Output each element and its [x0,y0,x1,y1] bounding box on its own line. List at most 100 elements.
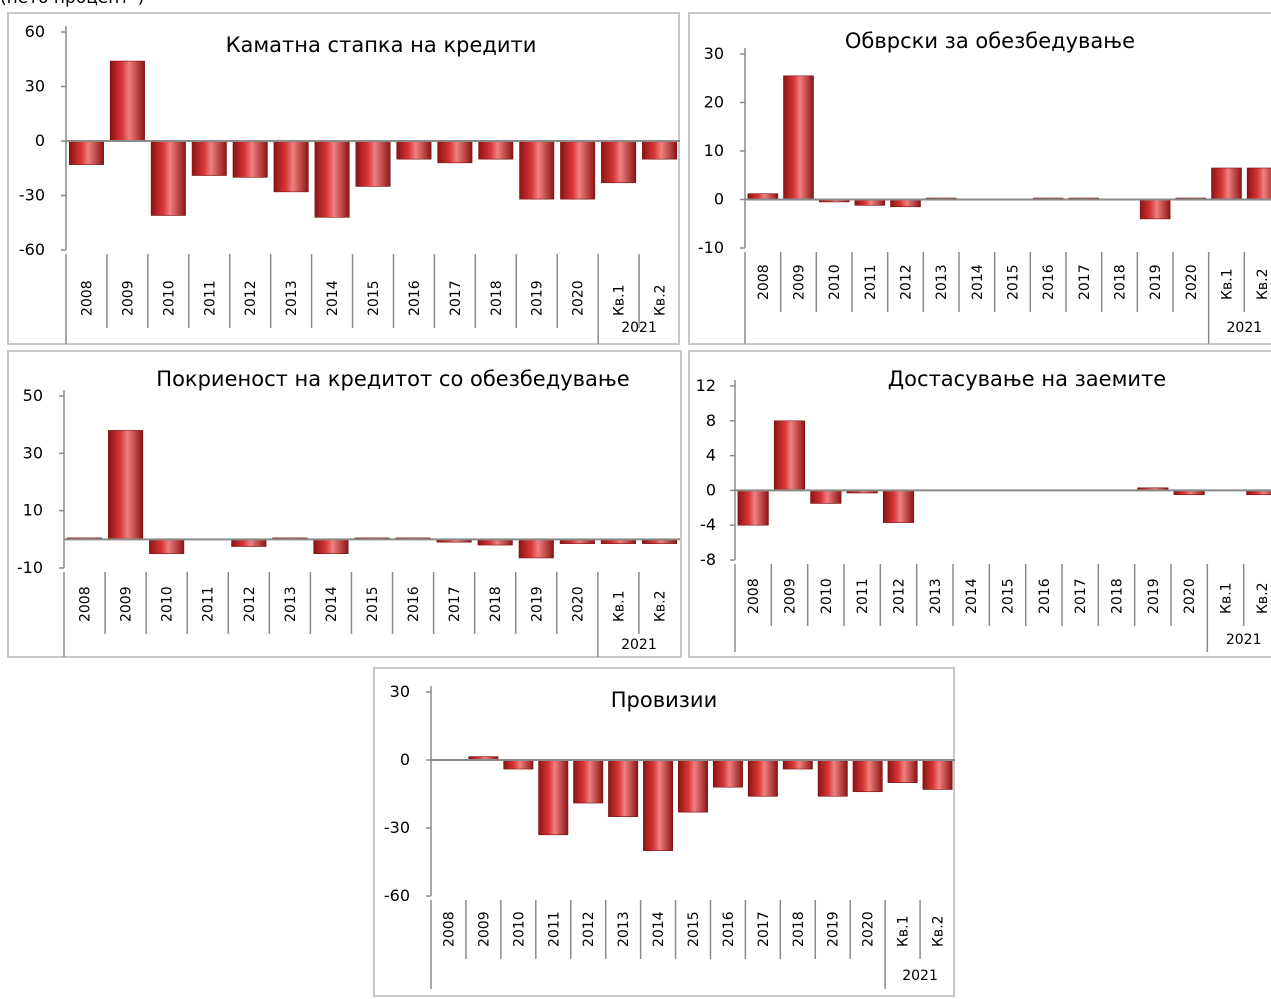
bar-2012 [890,199,921,208]
x-tick-label: 2014 [651,911,667,947]
x-tick-label: 2012 [243,280,259,316]
y-tick-label: 0 [35,131,45,150]
bar-Кв.2 [1246,167,1271,200]
y-tick-label: -30 [19,186,45,205]
bar-2018 [478,140,514,160]
bar-2009 [109,60,145,142]
x-tick-label: 2014 [325,280,341,316]
chart-panel-interest-rate: Каматна стапка на кредити 60 30 0 -30 -60 2008… [7,12,680,345]
x-tick-label: 2019 [530,280,546,316]
y-tick-label: -10 [17,558,43,577]
chart-title: Обврски за обезбедување [845,29,1135,53]
x-tick-label: 2010 [511,911,527,947]
chart-panel-collateral-coverage: Покриеност на кредитот со обезбедување 50… [7,350,682,658]
group-label-2021: 2021 [621,320,657,336]
x-tick-label: 2020 [1184,264,1200,300]
chart-panel-collateral-requirements: Обврски за обезбедување 30 20 10 0 -10 2008 200… [688,12,1271,345]
bar-2013 [273,140,309,193]
bar-2013 [608,759,639,817]
x-tick-label: 2009 [783,578,799,614]
y-tick-label: 0 [706,480,716,499]
chart-panel-loan-maturity: Достасување на заемите 12 8 4 0 -4 -8 2008 2009 2… [688,350,1271,658]
x-tick-label: 2017 [1077,264,1093,300]
y-tick-label: -60 [19,240,45,259]
x-tick-label: 2008 [79,280,95,316]
x-tick-label: Кв.2 [1255,268,1271,300]
y-tick-label: 10 [23,501,43,520]
bar-2015 [678,759,708,813]
bar-2012 [232,140,268,178]
bar-2010 [149,539,185,554]
x-tick-label: 2020 [1182,578,1198,614]
bar-2019 [1139,199,1171,220]
bar-2018 [782,759,813,770]
bar-Кв.1 [601,140,637,184]
x-tick-label: 2008 [756,264,772,300]
chart-loan-maturity: Достасување на заемите 12 8 4 0 -4 -8 2008 2009 2… [696,367,1271,652]
x-tick-label: 2018 [1113,264,1129,300]
x-tick-label: 2012 [899,264,915,300]
x-tick-label: 2009 [119,586,135,622]
y-tick-label: -30 [384,818,410,837]
bar-2011 [538,759,569,836]
chart-title: Покриеност на кредитот со обезбедување [156,367,629,391]
chart-interest-rate: Каматна стапка на кредити 60 30 0 -30 -60 2008… [19,22,680,344]
x-tick-label: 2015 [1006,264,1022,300]
x-tick-label: 2016 [721,911,737,947]
x-tick-label: 2010 [160,586,176,622]
x-tick-label: Кв.1 [1219,582,1235,614]
x-tick-label: 2013 [283,586,299,622]
x-tick-label: 2009 [120,280,136,316]
x-tick-label: 2020 [571,280,587,316]
x-tick-label: 2008 [746,578,762,614]
x-tick-label: 2012 [581,911,597,947]
x-tick-label: 2018 [791,911,807,947]
group-label-2021: 2021 [1226,632,1262,648]
bar-2020 [560,140,596,200]
y-tick-label: 30 [704,44,724,63]
group-label-2021: 2021 [621,637,657,653]
bar-2020 [852,759,883,793]
bar-Кв.1 [1211,167,1242,200]
y-tick-label: 12 [696,376,716,395]
bar-2012 [231,539,267,547]
x-tick-label: 2011 [202,280,218,316]
bar-2019 [519,140,555,200]
x-tick-label: 2011 [855,578,871,614]
x-tick-label: 2013 [284,280,300,316]
bar-2012 [882,490,915,523]
y-tick-label: -10 [698,238,724,257]
y-tick-label: 0 [714,190,724,209]
x-tick-label: 2013 [934,264,950,300]
x-tick-label: 2010 [819,578,835,614]
y-tick-label: 30 [25,77,45,96]
x-tick-label: Кв.1 [611,590,627,622]
x-tick-label: 2014 [964,578,980,614]
chart-fees: Провизии 30 0 -30 -60 2008 2009 2010 2011 2012 201… [384,682,955,989]
y-tick-label: 0 [400,750,410,769]
y-tick-label: -8 [700,550,716,569]
x-tick-label: 2015 [365,586,381,622]
chart-title: Достасување на заемите [888,367,1166,391]
x-tick-label: 2014 [324,586,340,622]
x-tick-label: Кв.2 [653,284,669,316]
x-tick-label: Кв.1 [1220,268,1236,300]
x-tick-label: 2011 [201,586,217,622]
x-tick-label: 2011 [546,911,562,947]
y-tick-label: 8 [706,411,716,430]
bar-Кв.1 [887,759,918,783]
x-tick-label: 2008 [78,586,94,622]
x-tick-label: 2017 [756,911,772,947]
bar-2009 [773,420,806,491]
x-tick-label: 2017 [1073,578,1089,614]
x-tick-label: 2019 [1146,578,1162,614]
x-tick-label: 2018 [488,586,504,622]
bar-2019 [518,539,554,559]
x-tick-label: Кв.2 [1255,582,1271,614]
x-tick-label: 2013 [616,911,632,947]
x-tick-label: 2019 [529,586,545,622]
x-tick-label: 2012 [892,578,908,614]
x-tick-label: 2015 [366,280,382,316]
bar-2014 [313,539,349,554]
bar-Кв.2 [642,140,678,160]
